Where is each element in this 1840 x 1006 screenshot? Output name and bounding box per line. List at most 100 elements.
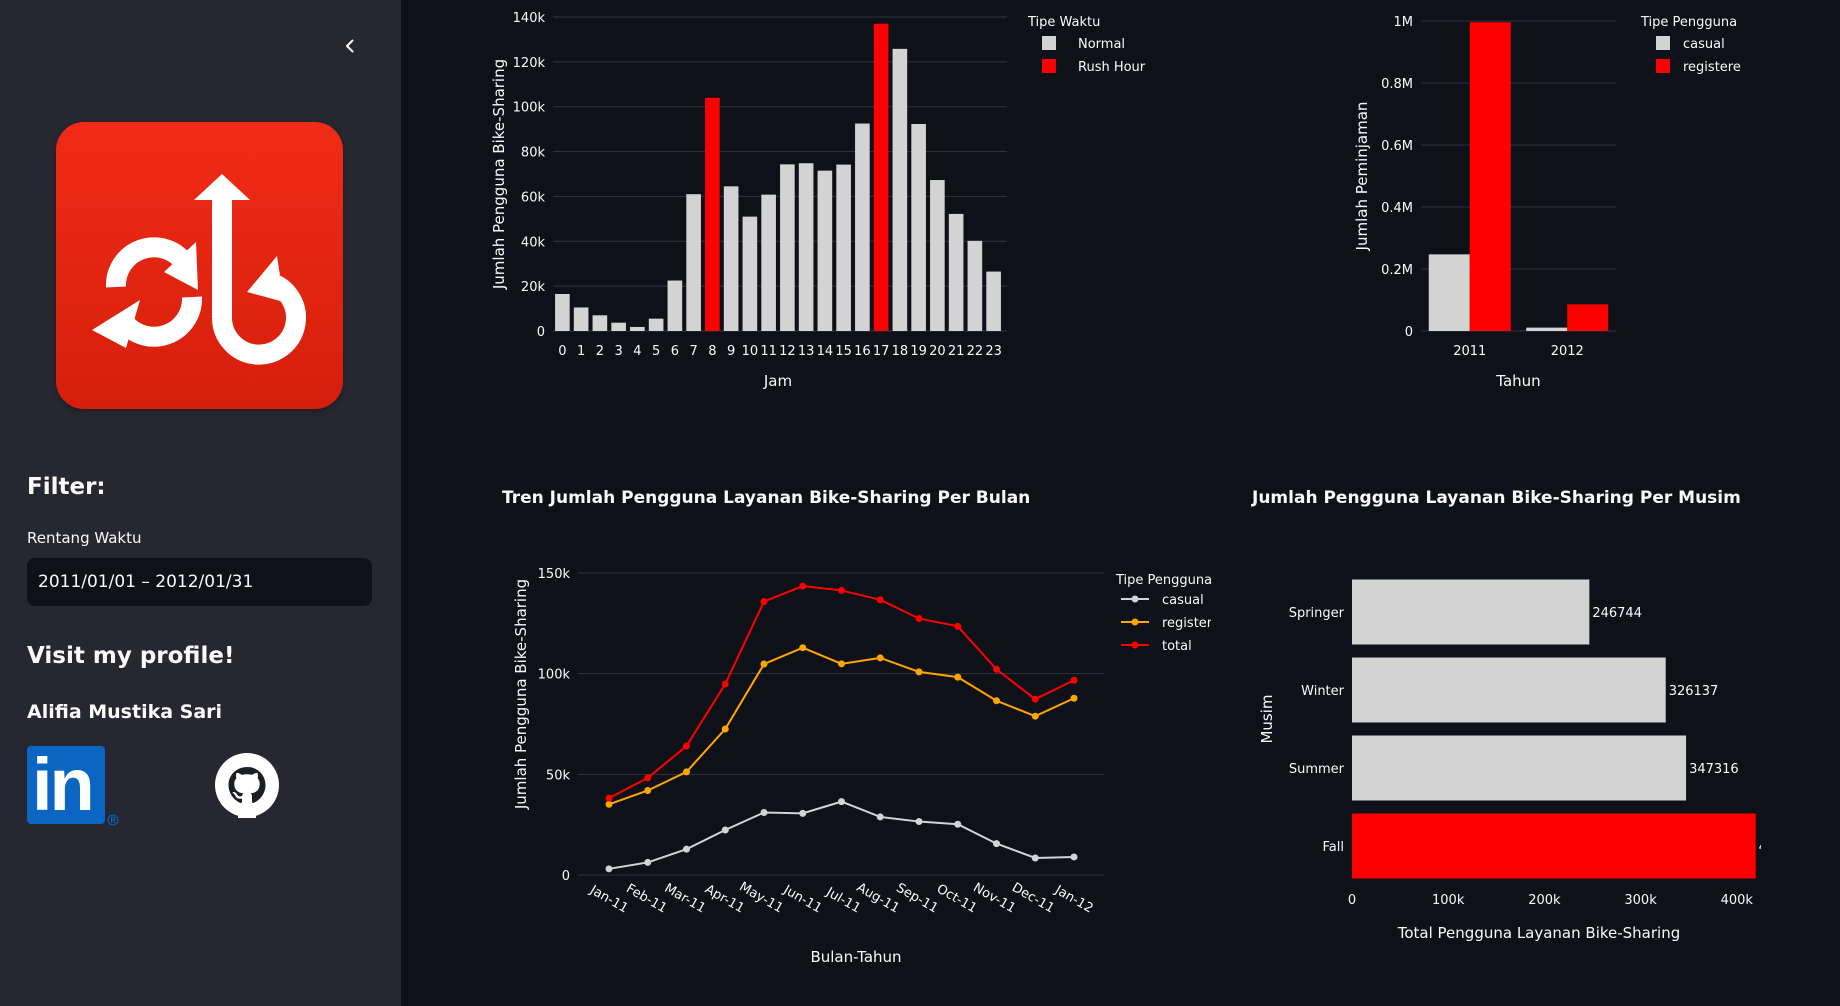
profile-heading: Visit my profile!	[27, 643, 235, 669]
point-casual-Sep-11	[915, 818, 923, 826]
y-tick-label: Fall	[1323, 840, 1344, 855]
x-tick-label: 20	[929, 344, 946, 359]
point-total-Jan-12	[1070, 676, 1078, 684]
point-casual-Jul-11	[838, 798, 845, 806]
y-tick-label: 120k	[513, 56, 546, 71]
x-tick-label: Jan-12	[1051, 882, 1095, 916]
data-label: 347316	[1689, 762, 1739, 777]
point-casual-Dec-11	[1031, 854, 1039, 862]
date-range-input[interactable]: 2011/01/01 – 2012/01/31	[27, 558, 372, 606]
bar-hour-6	[667, 280, 683, 331]
legend-label: registered	[1162, 616, 1211, 631]
legend-title: Tipe Pengguna	[1115, 573, 1211, 588]
point-registered-Dec-11	[1031, 712, 1039, 720]
x-axis-title: Tahun	[1495, 372, 1540, 390]
x-tick-label: 21	[948, 344, 965, 359]
y-tick-label: 100k	[538, 668, 571, 683]
x-axis-title: Total Pengguna Layanan Bike-Sharing	[1397, 924, 1681, 942]
bar-hour-4	[630, 326, 645, 331]
x-tick-label: Nov-11	[970, 880, 1018, 916]
bar-hour-20	[930, 180, 945, 331]
x-tick-label: 6	[671, 344, 679, 359]
x-tick-label: 7	[689, 344, 697, 359]
data-label: 326137	[1669, 684, 1719, 699]
legend-label: registered	[1683, 60, 1741, 75]
point-casual-May-11	[760, 808, 768, 816]
x-tick-label: 3	[614, 344, 622, 359]
x-tick-label: 23	[985, 344, 1002, 359]
bar-hour-18	[892, 48, 908, 331]
bar-hour-2	[592, 315, 608, 331]
x-axis-title: Jam	[763, 372, 792, 390]
bar-hour-16	[855, 123, 870, 332]
x-tick-label: Aug-11	[854, 880, 902, 916]
y-tick-label: 0.6M	[1381, 139, 1413, 154]
chevron-left-icon	[346, 39, 354, 53]
line-casual	[608, 800, 1075, 870]
legend-title: Tipe Pengguna	[1640, 15, 1737, 30]
y-tick-label: 0	[1405, 325, 1413, 340]
data-label: 41	[1759, 840, 1761, 855]
bar-hour-14	[817, 170, 833, 331]
x-tick-label: 8	[708, 344, 716, 359]
point-total-Feb-11	[644, 774, 652, 782]
bar-season-summer	[1352, 735, 1687, 801]
x-tick-label: 18	[892, 344, 909, 359]
point-registered-Nov-11	[993, 697, 1000, 705]
x-tick-label: Feb-11	[623, 881, 669, 916]
point-total-Oct-11	[954, 622, 962, 630]
bar-hour-23	[986, 271, 1001, 331]
y-tick-label: 1M	[1394, 15, 1414, 30]
point-total-May-11	[760, 598, 768, 606]
bar-season-springer	[1352, 579, 1590, 645]
bar-hour-8	[705, 97, 720, 331]
x-tick-label: 100k	[1432, 893, 1465, 908]
linkedin-icon-text: in	[32, 743, 95, 826]
point-total-Nov-11	[993, 665, 1000, 673]
app-logo	[56, 122, 343, 409]
point-total-Mar-11	[683, 742, 690, 750]
bar-hour-21	[948, 213, 964, 331]
registered-mark-icon	[107, 814, 119, 826]
y-tick-label: 50k	[546, 768, 571, 783]
main-content: 0 20k 40k 60k 80k 100k 120k 140k 0 1 2 3 4 5 6 7 8 9 10 11 1…	[401, 0, 1840, 1006]
y-tick-label: 0	[537, 325, 545, 340]
point-registered-Sep-11	[915, 668, 923, 676]
github-link[interactable]	[214, 752, 280, 818]
point-registered-Aug-11	[876, 654, 884, 662]
bar-hour-19	[911, 123, 926, 331]
y-tick-label: 80k	[521, 146, 546, 161]
linkedin-link[interactable]: in	[27, 743, 119, 826]
point-registered-Feb-11	[644, 786, 652, 794]
monthly-trend-chart: 050k100k150kJan-11Feb-11Mar-11Apr-11May-…	[512, 567, 1211, 966]
point-casual-Jan-12	[1070, 853, 1078, 861]
x-tick-label: May-11	[737, 880, 786, 917]
bar-registered-2011	[1469, 22, 1511, 331]
x-tick-label: 1	[577, 344, 585, 359]
point-registered-Jul-11	[838, 660, 845, 668]
y-tick-label: Winter	[1301, 684, 1345, 699]
x-tick-label: 10	[742, 344, 759, 359]
line-total	[608, 585, 1075, 799]
point-casual-Jan-11	[605, 865, 613, 873]
bar-hour-12	[780, 164, 795, 331]
x-tick-label: Dec-11	[1009, 880, 1057, 916]
point-registered-Mar-11	[683, 768, 690, 776]
point-registered-Oct-11	[954, 673, 962, 681]
legend-marker	[1131, 595, 1139, 603]
point-total-Jul-11	[838, 586, 845, 594]
legend-label: Rush Hour	[1078, 60, 1146, 75]
x-tick-label: 11	[760, 344, 777, 359]
collapse-sidebar-button[interactable]	[334, 30, 366, 62]
x-tick-label: 4	[633, 344, 641, 359]
filter-heading: Filter:	[27, 474, 106, 500]
point-casual-Apr-11	[721, 826, 729, 834]
x-tick-label: 9	[727, 344, 735, 359]
x-tick-label: 2011	[1453, 344, 1486, 359]
line-registered	[608, 646, 1075, 806]
x-tick-label: 17	[873, 344, 890, 359]
y-tick-label: 40k	[521, 235, 546, 250]
bar-hour-17	[873, 23, 889, 331]
y-tick-label: 0.8M	[1381, 77, 1413, 92]
legend-title: Tipe Waktu	[1027, 15, 1100, 30]
